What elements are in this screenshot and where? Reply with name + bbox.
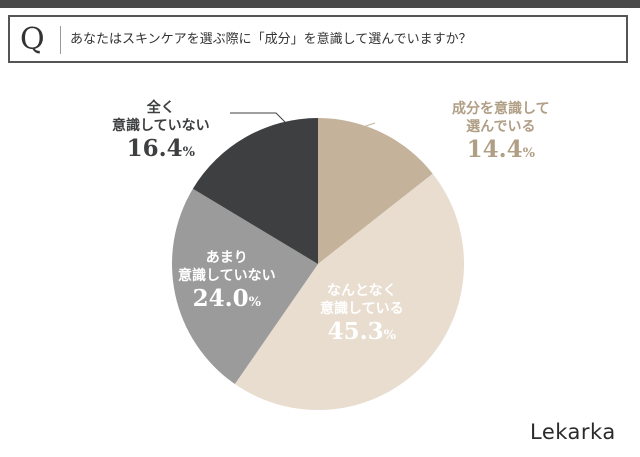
slice-seibun [318, 118, 433, 264]
slice-value-mattaku-num: 16.4 [126, 135, 183, 162]
slice-label-amari: あまり 意識していない 24.0% [178, 249, 276, 317]
question-box: Q あなたはスキンケアを選ぶ際に「成分」を意識して選んでいますか？ [8, 15, 628, 63]
slice-value-nantonaku-num: 45.3 [327, 318, 384, 345]
top-bar [0, 0, 640, 8]
slice-value-amari-num: 24.0 [192, 285, 249, 312]
slice-value-seibun-unit: % [522, 146, 535, 161]
slice-label-nantonaku-line1: なんとなく [327, 283, 397, 299]
leader-line-seibun [359, 122, 376, 129]
slice-label-amari-line2: 意識していない [178, 268, 276, 284]
slice-amari [171, 188, 318, 385]
slice-value-nantonaku: 45.3% [320, 318, 404, 350]
slice-label-seibun-line1: 成分を意識して [452, 101, 550, 117]
slice-value-mattaku-unit: % [182, 145, 195, 160]
q-icon: Q [20, 22, 45, 57]
slice-value-nantonaku-unit: % [383, 328, 396, 343]
slice-value-amari-unit: % [248, 295, 261, 310]
slice-label-seibun-line2: 選んでいる [466, 119, 536, 135]
question-text: あなたはスキンケアを選ぶ際に「成分」を意識して選んでいますか？ [70, 32, 472, 47]
slice-label-amari-line1: あまり [205, 250, 248, 266]
slice-value-mattaku: 16.4% [112, 135, 210, 167]
slice-label-mattaku-line2: 意識していない [112, 118, 210, 134]
slice-value-seibun: 14.4% [452, 136, 550, 168]
slice-nantonaku [234, 173, 465, 411]
leader-line-mattaku [230, 112, 298, 135]
slice-label-nantonaku: なんとなく 意識している 45.3% [320, 282, 404, 350]
slice-mattaku [192, 118, 318, 264]
slice-label-nantonaku-line2: 意識している [320, 301, 404, 317]
slice-label-seibun: 成分を意識して 選んでいる 14.4% [452, 100, 550, 168]
brand-logo: Lekarka [530, 420, 616, 444]
slice-label-mattaku-line1: 全く [146, 100, 175, 116]
question-divider [60, 26, 61, 54]
slice-value-seibun-num: 14.4 [466, 136, 523, 163]
slice-value-amari: 24.0% [178, 285, 276, 317]
slice-label-mattaku: 全く 意識していない 16.4% [112, 99, 210, 167]
